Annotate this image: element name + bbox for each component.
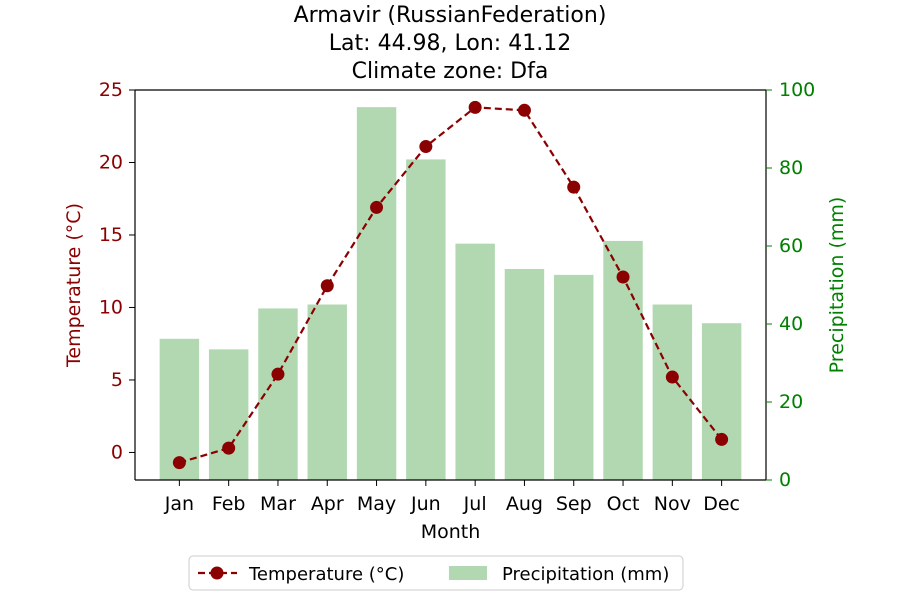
right-tick-label: 100 [779,79,815,101]
temperature-point-aug [517,103,531,117]
x-tick-label-aug: Aug [506,493,543,515]
legend-temperature-marker [210,566,224,580]
left-tick-label: 10 [99,296,123,318]
temperature-point-dec [715,432,729,446]
legend-temperature-label: Temperature (°C) [248,564,404,585]
precip-bar-nov [652,304,693,480]
left-tick-label: 5 [111,369,123,391]
x-tick-label-jul: Jul [463,493,487,515]
precip-bar-aug [504,269,545,480]
temperature-line [179,106,723,464]
right-tick-label: 60 [779,235,803,257]
right-tick-label: 0 [779,469,791,491]
temperature-point-oct [616,270,630,284]
right-tick-label: 40 [779,313,803,335]
chart-title-line-3: Climate zone: Dfa [352,59,549,84]
right-tick-label: 20 [779,391,803,413]
x-tick-label-oct: Oct [607,493,640,515]
chart-title-line-2: Lat: 44.98, Lon: 41.12 [329,31,571,56]
precip-bar-apr [307,304,347,480]
legend-precipitation-label: Precipitation (mm) [502,564,669,585]
temperature-point-may [370,200,384,214]
precip-bar-dec [701,323,742,480]
precip-bar-may [356,107,397,480]
precip-bar-feb [208,349,249,480]
precip-bar-jun [406,159,446,481]
precip-bar-jul [455,243,495,480]
left-tick-label: 25 [99,79,123,101]
left-tick-label: 0 [111,441,123,463]
x-tick-label-dec: Dec [703,493,740,515]
x-tick-label-sep: Sep [556,493,592,515]
left-tick-label: 15 [99,224,123,246]
temperature-point-feb [222,441,236,455]
temperature-point-apr [320,279,334,293]
right-tick-label: 80 [779,157,803,179]
x-tick-label-nov: Nov [654,493,691,515]
temperature-point-nov [665,370,679,384]
temperature-point-sep [567,180,581,194]
y-axis-label-right: Precipitation (mm) [826,197,848,374]
legend-precipitation-swatch [449,566,487,580]
temperature-point-jul [468,100,482,114]
x-tick-label-jan: Jan [164,493,194,515]
x-axis-label: Month [421,521,481,543]
temperature-point-jan [172,456,186,470]
left-tick-label: 20 [99,151,123,173]
chart-title-line-1: Armavir (RussianFederation) [294,3,607,28]
legend-box [188,555,684,591]
temperature-point-jun [419,140,433,154]
temperature-point-mar [271,367,285,381]
y-axis-label-left: Temperature (°C) [63,203,85,368]
precip-bar-sep [554,274,594,480]
x-tick-label-mar: Mar [260,493,296,515]
x-tick-label-may: May [357,493,396,515]
x-tick-label-feb: Feb [212,493,246,515]
x-tick-label-apr: Apr [311,493,344,515]
x-tick-label-jun: Jun [410,493,441,515]
